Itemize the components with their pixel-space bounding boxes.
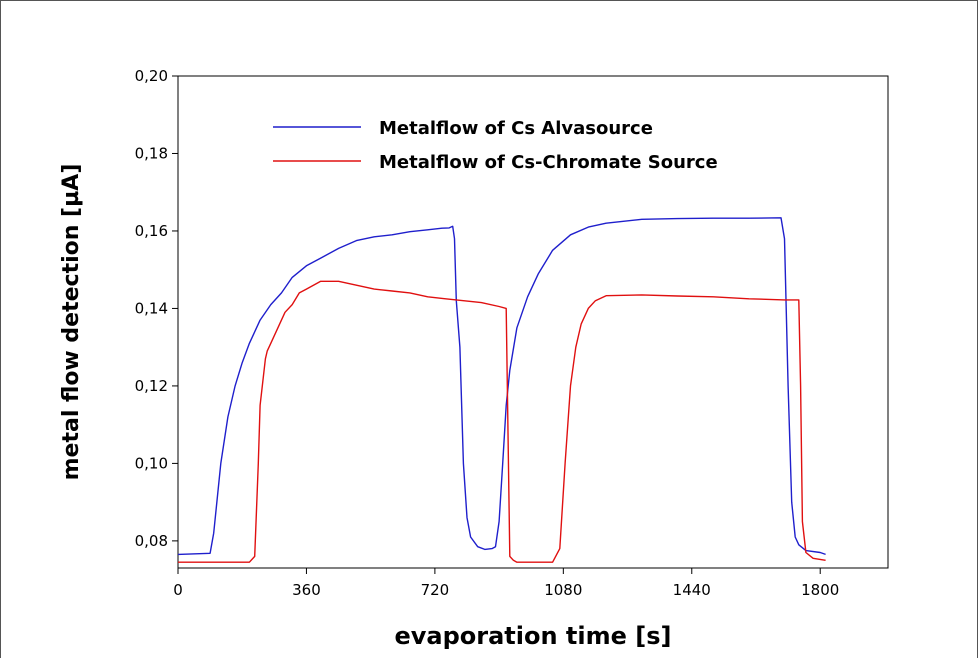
y-tick-label: 0,14 (135, 299, 168, 317)
legend: Metalflow of Cs Alvasource Metalflow of … (273, 118, 718, 173)
x-axis-title: evaporation time [s] (394, 622, 671, 650)
x-tick-label: 720 (421, 581, 450, 599)
series-line-chromate (178, 280, 826, 563)
x-tick-label: 360 (292, 581, 321, 599)
y-tick-label: 0,16 (135, 222, 168, 240)
y-tick-label: 0,18 (135, 144, 168, 162)
y-tick-label: 0,08 (135, 532, 168, 550)
x-axis: 0 360 720 1080 1440 1800 (173, 568, 839, 599)
y-axis-title: metal flow detection [µA] (59, 164, 84, 481)
x-tick-label: 1800 (801, 581, 839, 599)
y-tick-label: 0,20 (135, 67, 168, 85)
series-line-alvasource (177, 217, 826, 556)
x-tick-label: 1080 (544, 581, 582, 599)
y-tick-label: 0,10 (135, 454, 168, 472)
series-layer (177, 217, 826, 563)
plot-area (177, 75, 889, 569)
y-axis: 0,08 0,10 0,12 0,14 0,16 0,18 0,20 (135, 67, 178, 550)
legend-label-alvasource: Metalflow of Cs Alvasource (379, 118, 653, 139)
x-tick-label: 0 (173, 581, 183, 599)
legend-label-chromate: Metalflow of Cs-Chromate Source (379, 152, 718, 173)
y-tick-label: 0,12 (135, 377, 168, 395)
x-tick-label: 1440 (673, 581, 711, 599)
